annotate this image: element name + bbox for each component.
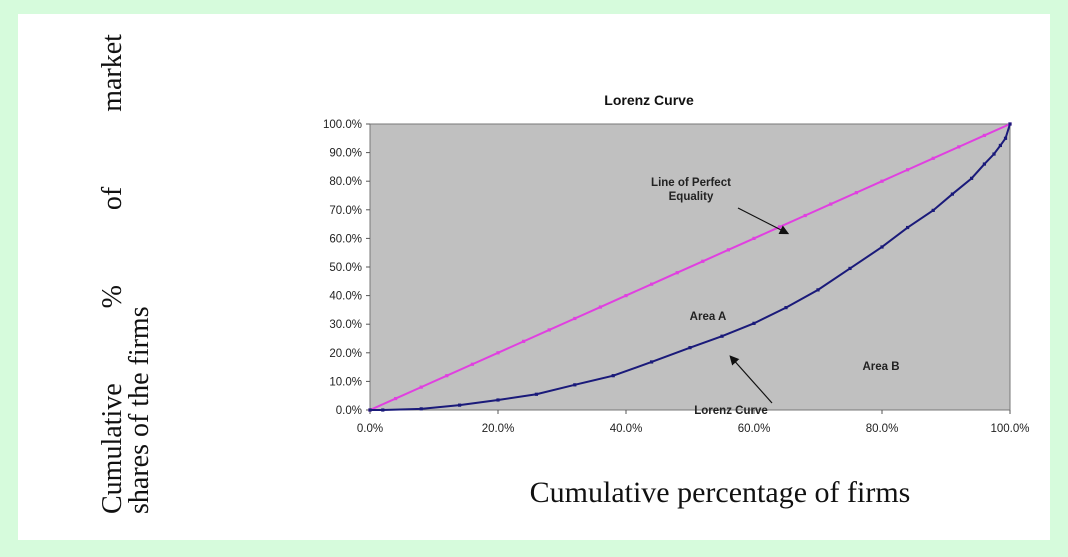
annotation-equality: Line of Perfect [651, 177, 731, 189]
lorenz-point [688, 346, 692, 350]
equality-point [470, 362, 474, 366]
y-tick-label: 40.0% [329, 291, 362, 303]
y-tick-label: 60.0% [329, 233, 362, 245]
y-tick-label: 50.0% [329, 262, 362, 274]
equality-point [880, 179, 884, 183]
y-tick-label: 80.0% [329, 176, 362, 188]
equality-point [752, 236, 756, 240]
x-tick-label: 100.0% [990, 423, 1029, 435]
annotation-area-a: Area A [690, 311, 727, 323]
y-tick-label: 70.0% [329, 205, 362, 217]
equality-point [573, 316, 577, 321]
chart-title: Lorenz Curve [604, 92, 694, 108]
lorenz-point [611, 374, 615, 378]
annotation-lorenz-arrow [729, 355, 773, 404]
equality-point [675, 271, 679, 275]
chart-card: Cumulative% of market shares of the firms … [18, 14, 1050, 540]
equality-point [982, 133, 986, 138]
equality-point [957, 145, 961, 149]
equality-point [394, 396, 398, 401]
lorenz-point [752, 321, 756, 325]
lorenz-point [816, 288, 820, 292]
y-tick-label: 20.0% [329, 348, 362, 360]
x-tick-label: 40.0% [610, 423, 643, 435]
equality-point [522, 339, 526, 343]
lorenz-point [950, 192, 954, 196]
y-tick-label: 90.0% [329, 148, 362, 160]
lorenz-point [970, 176, 974, 180]
x-axis-label: Cumulative percentage of firms [529, 476, 911, 509]
equality-point [829, 202, 833, 206]
lorenz-point [848, 266, 852, 271]
equality-point [598, 305, 602, 309]
lorenz-point [931, 208, 935, 212]
equality-point [650, 282, 654, 286]
lorenz-point [496, 398, 500, 402]
x-tick-label: 0.0% [357, 423, 383, 435]
lorenz-point [1003, 136, 1008, 140]
y-tick-label: 10.0% [329, 376, 362, 388]
equality-point [419, 385, 423, 389]
lorenz-point [534, 392, 538, 396]
lorenz-point [906, 225, 910, 230]
equality-point [624, 294, 628, 298]
lorenz-point [419, 407, 423, 411]
lorenz-point [381, 408, 385, 412]
annotation-area-b: Area B [862, 361, 899, 373]
lorenz-point [998, 143, 1002, 148]
annotation-equality: Equality [669, 191, 714, 203]
lorenz-point [458, 403, 462, 407]
x-tick-label: 60.0% [738, 423, 771, 435]
lorenz-point [650, 360, 654, 364]
y-tick-label: 100.0% [323, 119, 362, 131]
lorenz-point [1008, 122, 1012, 126]
equality-point [547, 328, 551, 332]
annotation-equality-arrow [737, 207, 790, 235]
equality-line [369, 123, 1011, 411]
equality-point [803, 213, 807, 218]
lorenz-point [720, 334, 724, 338]
lorenz-point [880, 245, 884, 249]
y-tick-label: 30.0% [329, 319, 362, 331]
y-tick-label: 0.0% [336, 405, 362, 417]
lorenz-point [992, 152, 996, 156]
equality-point [906, 168, 910, 172]
equality-point [445, 374, 449, 378]
lorenz-chart: Lorenz Curve 0.0% 10.0% 20.0% 30.0% 40.0% 50.… [323, 92, 1030, 435]
equality-point [701, 259, 705, 263]
equality-point [726, 248, 730, 252]
lorenz-point [784, 306, 788, 310]
lorenz-point [573, 383, 577, 387]
annotation-lorenz: Lorenz Curve [694, 405, 768, 417]
lorenz-point [982, 162, 986, 166]
lorenz-point [368, 408, 372, 412]
equality-point [496, 351, 500, 355]
equality-point [931, 156, 935, 160]
x-tick-label: 80.0% [866, 423, 899, 435]
equality-point [854, 191, 858, 195]
x-tick-label: 20.0% [482, 423, 515, 435]
